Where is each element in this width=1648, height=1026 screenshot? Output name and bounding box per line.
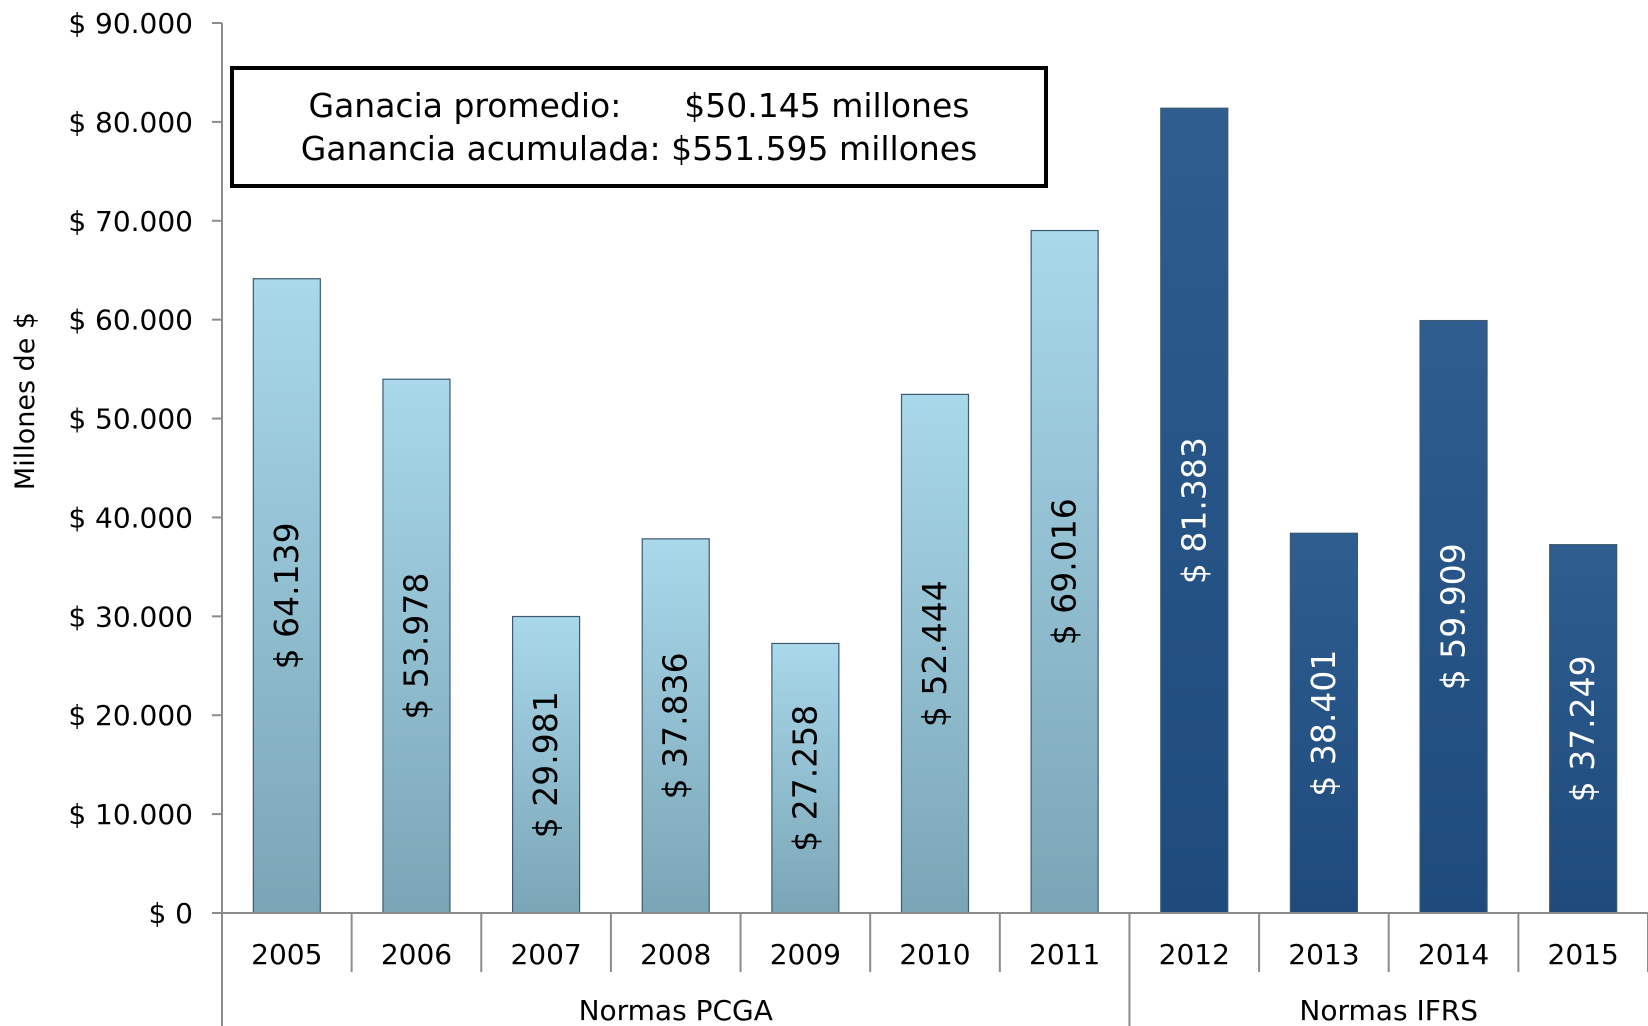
bar-2014 xyxy=(1419,319,1488,914)
cumulative-value: $551.595 millones xyxy=(671,129,978,168)
data-label-2012: $ 81.383 xyxy=(1174,437,1213,584)
average-label: Ganacia promedio: xyxy=(308,86,622,125)
x-tick-label: 2007 xyxy=(510,938,581,971)
x-tick-label: 2012 xyxy=(1159,938,1230,971)
y-tick-label: $ 20.000 xyxy=(68,699,193,732)
x-tick-label: 2015 xyxy=(1548,938,1619,971)
x-tick-label: 2011 xyxy=(1029,938,1100,971)
x-axis: 2005 2006 2007 2008 2009 2010 2011 2012 2013 2014… xyxy=(212,912,1648,1026)
summary-row-cumulative: Ganancia acumulada: $551.595 millones xyxy=(301,127,978,170)
group-label: Normas PCGA xyxy=(579,994,773,1026)
data-label-2005: $ 64.139 xyxy=(267,522,306,669)
y-tick-label: $ 40.000 xyxy=(68,501,193,534)
data-label-2010: $ 52.444 xyxy=(915,580,954,727)
y-tick-label: $ 60.000 xyxy=(68,304,193,337)
bar-2006 xyxy=(382,378,451,914)
data-label-2006: $ 53.978 xyxy=(396,573,435,720)
data-label-2015: $ 37.249 xyxy=(1563,655,1602,802)
x-tick-label: 2014 xyxy=(1418,938,1489,971)
data-label-2014: $ 59.909 xyxy=(1434,543,1473,690)
x-tick-label: 2009 xyxy=(770,938,841,971)
bar-2010 xyxy=(900,393,970,914)
bar-2011 xyxy=(1030,229,1099,914)
y-axis: $ 0 $ 10.000 $ 20.000 $ 30.000 $ 40.000 $ 50.… xyxy=(68,7,223,1026)
bars-group: $ 64.139 $ 53.978 $ 29.981 $ 37.836 $ 27.258… xyxy=(252,107,1618,914)
summary-box: Ganacia promedio: $50.145 millones Ganan… xyxy=(230,66,1048,188)
y-tick-label: $ 50.000 xyxy=(68,403,193,436)
bar-2009 xyxy=(771,642,840,914)
x-tick-label: 2008 xyxy=(640,938,711,971)
y-tick-label: $ 0 xyxy=(148,897,193,930)
bar-2015 xyxy=(1549,544,1618,914)
data-label-2007: $ 29.981 xyxy=(526,691,565,838)
bar-2007 xyxy=(511,615,581,914)
data-label-2008: $ 37.836 xyxy=(656,652,695,799)
y-tick-label: $ 80.000 xyxy=(68,106,193,139)
y-tick-label: $ 90.000 xyxy=(68,7,193,40)
cumulative-label: Ganancia acumulada: xyxy=(300,129,661,168)
group-label: Normas IFRS xyxy=(1299,994,1478,1026)
data-label-2009: $ 27.258 xyxy=(785,705,824,852)
y-axis-label: Millones de $ xyxy=(10,312,41,490)
data-label-2013: $ 38.401 xyxy=(1304,650,1343,797)
bar-2005 xyxy=(252,278,321,914)
x-tick-label: 2006 xyxy=(381,938,452,971)
y-tick-label: $ 30.000 xyxy=(68,600,193,633)
x-tick-label: 2010 xyxy=(899,938,970,971)
x-tick-label: 2013 xyxy=(1288,938,1359,971)
average-value: $50.145 millones xyxy=(684,86,970,125)
x-tick-label: 2005 xyxy=(251,938,322,971)
bar-2012 xyxy=(1160,107,1229,914)
summary-row-average: Ganacia promedio: $50.145 millones xyxy=(309,84,970,127)
bar-2013 xyxy=(1289,532,1359,914)
y-tick-label: $ 70.000 xyxy=(68,205,193,238)
data-label-2011: $ 69.016 xyxy=(1045,498,1084,645)
y-tick-label: $ 10.000 xyxy=(68,798,193,831)
